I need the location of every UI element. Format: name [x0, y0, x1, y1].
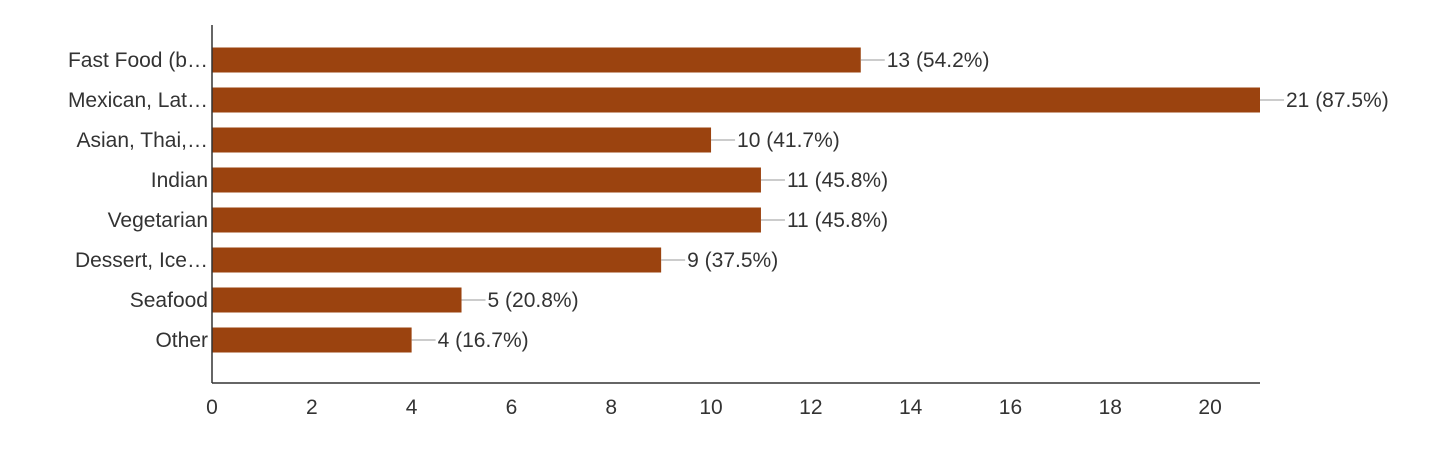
x-tick-label: 12 — [799, 396, 822, 419]
category-label: Mexican, Lat… — [68, 89, 208, 112]
data-label: 9 (37.5%) — [687, 249, 778, 272]
bar — [212, 87, 1260, 113]
x-tick-label: 14 — [899, 396, 923, 419]
data-label: 21 (87.5%) — [1286, 89, 1389, 112]
bar — [212, 167, 761, 193]
x-tick-label: 6 — [506, 396, 518, 419]
x-tick-label: 18 — [1099, 396, 1122, 419]
data-label: 11 (45.8%) — [787, 169, 888, 192]
category-label: Vegetarian — [108, 209, 208, 232]
x-tick-label: 0 — [206, 396, 218, 419]
data-label: 10 (41.7%) — [737, 129, 840, 152]
x-tick-label: 8 — [605, 396, 617, 419]
data-label: 11 (45.8%) — [787, 209, 888, 232]
bar — [212, 47, 861, 73]
category-label: Dessert, Ice… — [75, 249, 208, 272]
x-tick-label: 16 — [999, 396, 1022, 419]
bars-layer — [212, 47, 1260, 353]
bar — [212, 327, 412, 353]
axes-layer — [211, 25, 1260, 384]
bar — [212, 207, 761, 233]
category-label: Asian, Thai,… — [76, 129, 208, 152]
x-tick-label: 20 — [1198, 396, 1221, 419]
data-label: 4 (16.7%) — [438, 329, 529, 352]
bar — [212, 127, 712, 153]
bar — [212, 287, 462, 313]
x-tick-label: 4 — [406, 396, 418, 419]
x-tick-label: 2 — [306, 396, 318, 419]
labels-layer: Fast Food (b… 13 (54.2%) Mexican, Lat… 21 (… — [68, 49, 1389, 419]
category-label: Indian — [151, 169, 208, 192]
x-tick-label: 10 — [699, 396, 722, 419]
category-label: Seafood — [130, 289, 208, 312]
data-label: 13 (54.2%) — [887, 49, 990, 72]
bar — [212, 247, 662, 273]
data-label: 5 (20.8%) — [488, 289, 579, 312]
category-label: Other — [155, 329, 208, 352]
category-label: Fast Food (b… — [68, 49, 208, 72]
